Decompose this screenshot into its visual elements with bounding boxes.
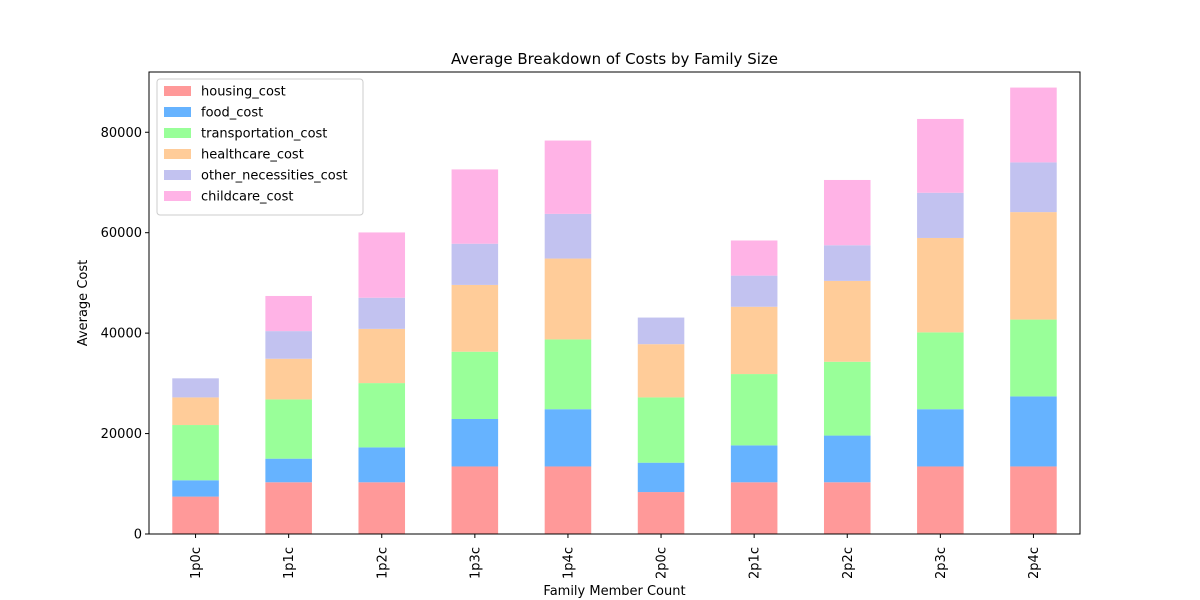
x-tick-label: 1p3c xyxy=(468,547,483,579)
bar-segment-food-cost-1p0c xyxy=(172,480,219,497)
legend-label-other-necessities-cost: other_necessities_cost xyxy=(201,169,348,184)
x-tick-label: 2p3c xyxy=(934,547,949,579)
bar-segment-other-necessities-cost-2p3c xyxy=(917,192,964,238)
legend-label-transportation-cost: transportation_cost xyxy=(201,127,327,142)
x-axis-label: Family Member Count xyxy=(543,584,685,599)
bar-segment-childcare-cost-2p4c xyxy=(1010,87,1057,163)
bar-segment-food-cost-2p2c xyxy=(823,435,871,483)
bar-segment-food-cost-2p4c xyxy=(1010,396,1057,467)
bar-segment-healthcare-cost-1p2c xyxy=(358,328,406,384)
axis-ticks: 1p0c 1p1c 1p2c 1p3c 1p4c 2p0c 2p1c 2p2c 2p3c 2p4c… xyxy=(101,126,1042,579)
bar-segment-food-cost-1p4c xyxy=(544,409,592,467)
bar-segment-childcare-cost-2p1c xyxy=(730,240,778,276)
bar-segment-transportation-cost-2p2c xyxy=(823,361,871,436)
bar-segment-housing-cost-1p2c xyxy=(358,482,406,534)
bar-segment-transportation-cost-2p3c xyxy=(917,332,964,410)
legend-swatch-other-necessities-cost xyxy=(164,170,191,180)
y-tick-label: 60000 xyxy=(101,226,142,241)
x-tick-label: 2p1c xyxy=(748,547,763,579)
bar-segment-transportation-cost-1p1c xyxy=(265,399,312,459)
y-tick-label: 20000 xyxy=(101,427,142,442)
legend-box xyxy=(156,78,364,216)
bar-segment-other-necessities-cost-2p0c xyxy=(637,317,685,345)
bar-segment-food-cost-2p0c xyxy=(637,462,685,493)
x-tick-label: 1p2c xyxy=(375,547,390,579)
x-tick-label: 2p4c xyxy=(1027,547,1042,579)
bar-segment-food-cost-2p3c xyxy=(917,409,964,467)
bar-segment-housing-cost-2p0c xyxy=(637,492,685,534)
legend-label-housing-cost: housing_cost xyxy=(201,85,286,100)
bar-segment-transportation-cost-1p4c xyxy=(544,339,592,410)
legend: housing_cost food_cost transportation_cost… xyxy=(156,78,364,216)
bar-segment-housing-cost-2p1c xyxy=(730,482,778,534)
bar-segment-healthcare-cost-1p4c xyxy=(544,258,592,340)
legend-swatch-childcare-cost xyxy=(164,191,191,201)
bar-segment-other-necessities-cost-1p1c xyxy=(265,331,312,359)
bar-segment-childcare-cost-1p3c xyxy=(451,169,499,244)
bar-segment-food-cost-1p3c xyxy=(451,419,499,467)
chart-title: Average Breakdown of Costs by Family Siz… xyxy=(451,50,778,68)
bar-segment-childcare-cost-1p1c xyxy=(265,295,312,332)
bar-segment-childcare-cost-1p2c xyxy=(358,232,406,298)
legend-swatch-healthcare-cost xyxy=(164,149,191,159)
x-tick-label: 1p1c xyxy=(282,547,297,579)
y-tick-label: 40000 xyxy=(101,327,142,342)
bar-segment-other-necessities-cost-2p4c xyxy=(1010,162,1057,213)
x-tick-label: 2p2c xyxy=(841,547,856,579)
bar-segment-transportation-cost-2p4c xyxy=(1010,319,1057,397)
bar-segment-housing-cost-1p3c xyxy=(451,466,499,534)
bar-segment-transportation-cost-2p1c xyxy=(730,374,778,446)
bar-segment-healthcare-cost-2p3c xyxy=(917,237,964,333)
bar-segment-housing-cost-2p4c xyxy=(1010,466,1057,534)
y-tick-label: 80000 xyxy=(101,126,142,141)
bar-segment-other-necessities-cost-2p2c xyxy=(823,245,871,281)
plot-frame xyxy=(148,71,1081,535)
y-tick-label: 0 xyxy=(134,528,142,543)
bar-segment-healthcare-cost-2p2c xyxy=(823,280,871,362)
bar-segment-childcare-cost-2p3c xyxy=(917,118,964,193)
bar-segment-housing-cost-2p2c xyxy=(823,482,871,534)
bar-segment-housing-cost-1p1c xyxy=(265,482,312,534)
bar-segment-other-necessities-cost-1p0c xyxy=(172,378,219,398)
bar-segment-healthcare-cost-1p1c xyxy=(265,358,312,400)
bar-segment-other-necessities-cost-1p4c xyxy=(544,213,592,259)
bar-segment-childcare-cost-1p4c xyxy=(544,140,592,214)
legend-label-healthcare-cost: healthcare_cost xyxy=(201,148,304,163)
bar-segment-transportation-cost-1p2c xyxy=(358,383,406,448)
bar-segment-healthcare-cost-2p1c xyxy=(730,306,778,375)
bar-segment-housing-cost-2p3c xyxy=(917,466,964,534)
bars-layer xyxy=(172,87,1057,534)
bar-segment-healthcare-cost-2p4c xyxy=(1010,212,1057,320)
legend-label-childcare-cost: childcare_cost xyxy=(201,190,294,205)
bar-segment-transportation-cost-2p0c xyxy=(637,397,685,463)
y-axis-label: Average Cost xyxy=(76,260,91,346)
bar-segment-healthcare-cost-1p0c xyxy=(172,397,219,426)
bar-segment-housing-cost-1p0c xyxy=(172,496,219,534)
bar-segment-food-cost-2p1c xyxy=(730,445,778,483)
x-tick-label: 1p0c xyxy=(189,547,204,579)
legend-swatch-transportation-cost xyxy=(164,128,191,138)
bar-segment-healthcare-cost-2p0c xyxy=(637,344,685,398)
bar-segment-housing-cost-1p4c xyxy=(544,466,592,534)
bar-segment-childcare-cost-2p2c xyxy=(823,179,871,246)
x-tick-label: 2p0c xyxy=(655,547,670,579)
bar-segment-other-necessities-cost-2p1c xyxy=(730,275,778,307)
bar-segment-other-necessities-cost-1p3c xyxy=(451,243,499,285)
bar-segment-other-necessities-cost-1p2c xyxy=(358,297,406,329)
legend-label-food-cost: food_cost xyxy=(201,106,263,121)
bar-segment-food-cost-1p2c xyxy=(358,447,406,483)
bar-segment-food-cost-1p1c xyxy=(265,458,312,483)
bar-segment-transportation-cost-1p0c xyxy=(172,425,219,481)
legend-swatch-food-cost xyxy=(164,107,191,117)
x-tick-label: 1p4c xyxy=(561,547,576,579)
bar-segment-healthcare-cost-1p3c xyxy=(451,284,499,352)
bar-segment-transportation-cost-1p3c xyxy=(451,351,499,419)
legend-swatch-housing-cost xyxy=(164,86,191,96)
